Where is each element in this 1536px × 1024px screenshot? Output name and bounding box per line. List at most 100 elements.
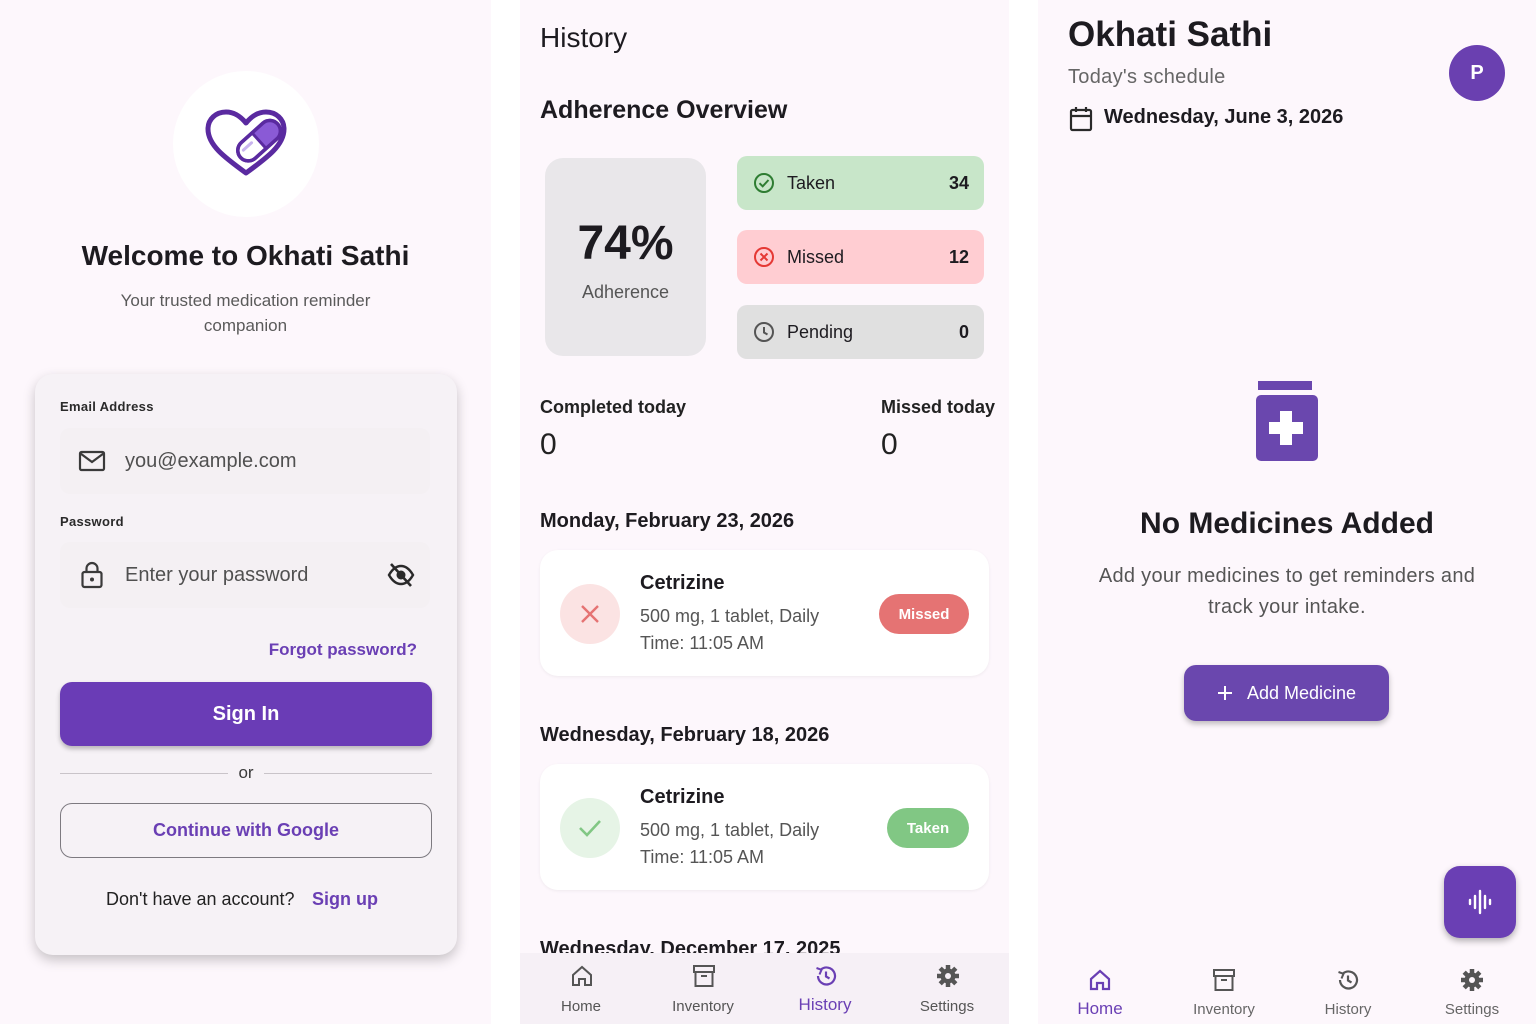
lock-icon — [77, 560, 107, 590]
calendar-icon — [1069, 107, 1093, 132]
cancel-circle-icon — [754, 247, 774, 267]
stat-taken: Taken 34 — [737, 156, 984, 210]
nav-history-label: History — [1324, 1001, 1372, 1018]
empty-state-description: Add your medicines to get reminders and … — [1098, 565, 1476, 618]
stat-pending-label: Pending — [787, 321, 854, 342]
stat-taken-label: Taken — [787, 172, 836, 193]
check-icon — [579, 820, 601, 837]
taken-status-icon — [560, 798, 620, 858]
medicine-name: Cetrizine — [640, 786, 725, 808]
nav-history-label: History — [798, 995, 852, 1014]
medicine-name: Cetrizine — [640, 572, 725, 594]
app-logo — [173, 71, 319, 217]
avatar[interactable]: P — [1449, 45, 1505, 101]
nav-home[interactable]: Home — [1038, 953, 1162, 1024]
login-card: Email Address you@example.com Password E… — [35, 374, 457, 955]
history-entry[interactable]: Cetrizine 500 mg, 1 tablet, Daily Time: … — [540, 550, 989, 676]
audio-waveform-icon — [1468, 889, 1492, 915]
inventory-icon — [693, 965, 715, 987]
status-badge-missed: Missed — [879, 594, 969, 634]
nav-settings-label: Settings — [919, 998, 975, 1015]
voice-assistant-button[interactable] — [1444, 866, 1516, 938]
schedule-subtitle: Today's schedule — [1068, 66, 1226, 88]
inventory-icon — [1213, 969, 1235, 991]
history-date-heading: Monday, February 23, 2026 — [540, 510, 795, 532]
sign-up-link[interactable]: Sign up — [312, 889, 378, 909]
gear-icon — [937, 965, 959, 987]
history-date-heading: Wednesday, February 18, 2026 — [540, 724, 830, 746]
nav-history[interactable]: History — [764, 953, 886, 1024]
sign-in-button[interactable]: Sign In — [60, 682, 432, 746]
email-input[interactable]: you@example.com — [125, 449, 297, 472]
no-account-text: Don't have an account? — [106, 889, 295, 909]
completed-today-label: Completed today — [540, 397, 687, 417]
nav-settings[interactable]: Settings — [1410, 953, 1534, 1024]
stat-missed-value: 12 — [948, 246, 969, 267]
status-badge-taken: Taken — [887, 808, 969, 848]
add-medicine-label: Add Medicine — [1246, 682, 1357, 703]
forgot-password-link[interactable]: Forgot password? — [268, 640, 417, 659]
adherence-label: Adherence — [581, 282, 670, 302]
tagline: Your trusted medication reminder compani… — [120, 291, 371, 335]
home-screen: Okhati Sathi Today's schedule P Wednesda… — [1038, 0, 1536, 1024]
nav-inventory-label: Inventory — [1193, 1001, 1255, 1018]
medicine-dose: 500 mg, 1 tablet, Daily — [640, 606, 820, 626]
eye-off-icon[interactable] — [386, 560, 416, 590]
mail-icon — [77, 446, 107, 476]
stat-missed: Missed 12 — [737, 230, 984, 284]
nav-inventory[interactable]: Inventory — [1162, 953, 1286, 1024]
medicine-time: Time: 11:05 AM — [640, 847, 765, 867]
page-title: History — [540, 22, 628, 53]
email-label: Email Address — [60, 399, 154, 414]
stat-pending-value: 0 — [958, 321, 969, 342]
schedule-date: Wednesday, June 3, 2026 — [1104, 106, 1344, 128]
nav-settings[interactable]: Settings — [886, 953, 1008, 1024]
or-text: or — [238, 763, 254, 782]
completed-today-value: 0 — [540, 428, 557, 461]
nav-inventory[interactable]: Inventory — [642, 953, 764, 1024]
medicine-dose: 500 mg, 1 tablet, Daily — [640, 820, 820, 840]
app-title: Okhati Sathi — [1068, 15, 1273, 54]
password-label: Password — [60, 514, 124, 529]
history-entry[interactable]: Cetrizine 500 mg, 1 tablet, Daily Time: … — [540, 764, 989, 890]
welcome-heading: Welcome to Okhati Sathi — [81, 240, 410, 271]
nav-history[interactable]: History — [1286, 953, 1410, 1024]
missed-status-icon — [560, 584, 620, 644]
bottom-nav: Home Inventory History Settings — [520, 953, 1009, 1024]
check-circle-icon — [754, 173, 774, 193]
history-icon — [1338, 970, 1359, 990]
nav-home[interactable]: Home — [520, 953, 642, 1024]
adherence-overview-title: Adherence Overview — [540, 96, 788, 124]
gear-icon — [1461, 969, 1483, 991]
nav-settings-label: Settings — [1444, 1001, 1500, 1018]
nav-home-label: Home — [1077, 999, 1123, 1018]
home-icon — [1089, 969, 1111, 991]
missed-today-value: 0 — [881, 428, 898, 461]
nav-home-label: Home — [560, 998, 601, 1015]
add-medicine-button[interactable]: Add Medicine — [1184, 665, 1389, 721]
history-screen: History Adherence Overview 74% Adherence… — [520, 0, 1009, 1024]
history-icon — [816, 966, 837, 986]
heart-pill-icon — [205, 109, 287, 176]
divider-left — [60, 773, 228, 774]
nav-inventory-label: Inventory — [672, 998, 734, 1015]
bottom-nav: Home Inventory History Settings — [1038, 953, 1536, 1024]
plus-icon — [1217, 686, 1232, 700]
stat-pending: Pending 0 — [737, 305, 984, 359]
stat-taken-value: 34 — [948, 172, 969, 193]
adherence-percent: 74% — [577, 217, 674, 270]
divider-right — [264, 773, 432, 774]
password-field[interactable]: Enter your password — [60, 542, 430, 608]
medicine-time: Time: 11:05 AM — [640, 633, 765, 653]
home-icon — [572, 965, 592, 986]
adherence-percent-card: 74% Adherence — [545, 158, 706, 356]
email-field[interactable]: you@example.com — [60, 428, 430, 494]
login-screen: Welcome to Okhati Sathi Your trusted med… — [0, 0, 491, 1024]
clock-icon — [754, 322, 774, 342]
stat-missed-label: Missed — [787, 246, 845, 267]
close-icon — [581, 605, 599, 623]
empty-state-title: No Medicines Added — [1140, 507, 1434, 540]
password-input[interactable]: Enter your password — [125, 563, 309, 586]
medicine-bottle-icon — [1256, 381, 1318, 461]
google-sign-in-button[interactable]: Continue with Google — [60, 803, 432, 858]
